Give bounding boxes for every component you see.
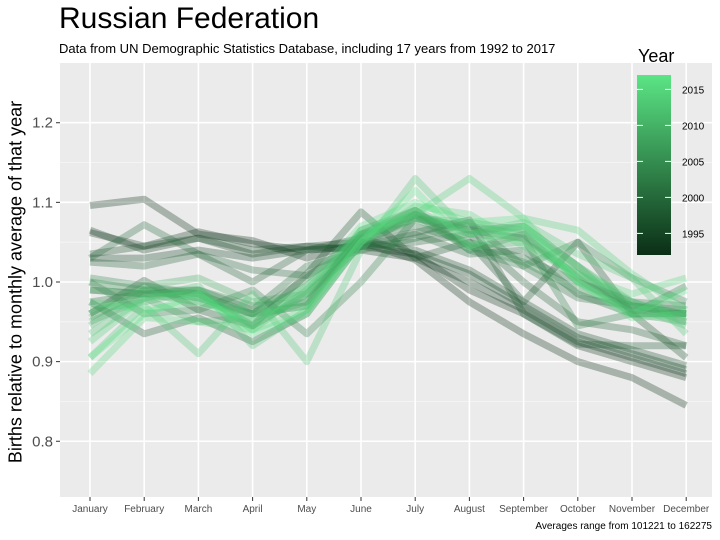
legend-title: Year	[638, 46, 675, 66]
series-line-2010	[88, 210, 688, 329]
grid-minor	[60, 162, 712, 402]
y-tick-label: 1.2	[32, 115, 53, 132]
y-tick-label: 1.1	[32, 194, 53, 211]
legend-tick-label: 1995	[682, 229, 705, 240]
series-lines	[87, 175, 689, 409]
x-tick-label: February	[124, 504, 164, 515]
series-line-2011	[89, 214, 688, 334]
legend-tick-label: 2005	[682, 157, 705, 168]
x-tick-label: April	[243, 504, 263, 515]
series-line-1994	[88, 226, 688, 377]
x-tick-label: June	[350, 504, 372, 515]
series-line-1999	[89, 230, 688, 350]
series-line-2000	[88, 221, 687, 318]
series-line-2001	[89, 218, 687, 318]
y-tick-label: 0.9	[32, 354, 53, 371]
legend-colorbar	[637, 75, 671, 255]
series-line-2008	[88, 210, 687, 326]
series-line-1995	[90, 234, 688, 373]
y-axis: 0.8 0.9 1.0 1.1 1.2	[32, 115, 60, 450]
grid-major	[60, 63, 712, 497]
series-line-2017	[87, 186, 688, 361]
x-tick-label: March	[185, 504, 213, 515]
x-tick-label: December	[663, 504, 710, 515]
chart-caption: Averages range from 101221 to 162275	[535, 521, 712, 532]
legend-tick-label: 2000	[682, 193, 705, 204]
series-line-1996	[89, 234, 688, 369]
x-tick-label: July	[406, 504, 424, 515]
series-line-2006	[89, 206, 687, 318]
series-line-1993	[89, 228, 688, 381]
x-tick-label: October	[560, 504, 596, 515]
color-legend: 1995 2000 2005 2010 2015	[637, 75, 705, 255]
series-line-2007	[88, 214, 687, 321]
series-line-1997	[88, 208, 689, 361]
series-line-1992	[89, 195, 688, 409]
plot-panel	[60, 63, 712, 497]
series-line-2002	[89, 222, 687, 318]
y-tick-label: 0.8	[32, 433, 53, 450]
legend-tick-label: 2010	[682, 121, 705, 132]
x-axis: January February March April May June July Augu…	[72, 497, 710, 515]
chart-subtitle: Data from UN Demographic Statistics Data…	[59, 41, 556, 56]
x-tick-label: November	[609, 504, 656, 515]
legend-tick-label: 2015	[682, 85, 705, 96]
series-line-1998	[88, 216, 687, 350]
x-tick-label: September	[499, 504, 549, 515]
x-tick-label: January	[72, 504, 108, 515]
x-tick-label: May	[297, 504, 316, 515]
series-line-2005	[89, 206, 687, 314]
series-line-2016	[89, 198, 687, 326]
series-line-2003	[88, 214, 688, 338]
series-line-2012	[88, 206, 688, 350]
series-line-2014	[87, 175, 689, 345]
x-tick-label: August	[454, 504, 485, 515]
series-line-2009	[88, 214, 687, 318]
series-line-2004	[89, 210, 688, 330]
series-line-2013	[87, 175, 689, 366]
series-line-2015	[87, 202, 688, 377]
y-tick-label: 1.0	[32, 274, 53, 291]
chart-title: Russian Federation	[59, 2, 320, 35]
